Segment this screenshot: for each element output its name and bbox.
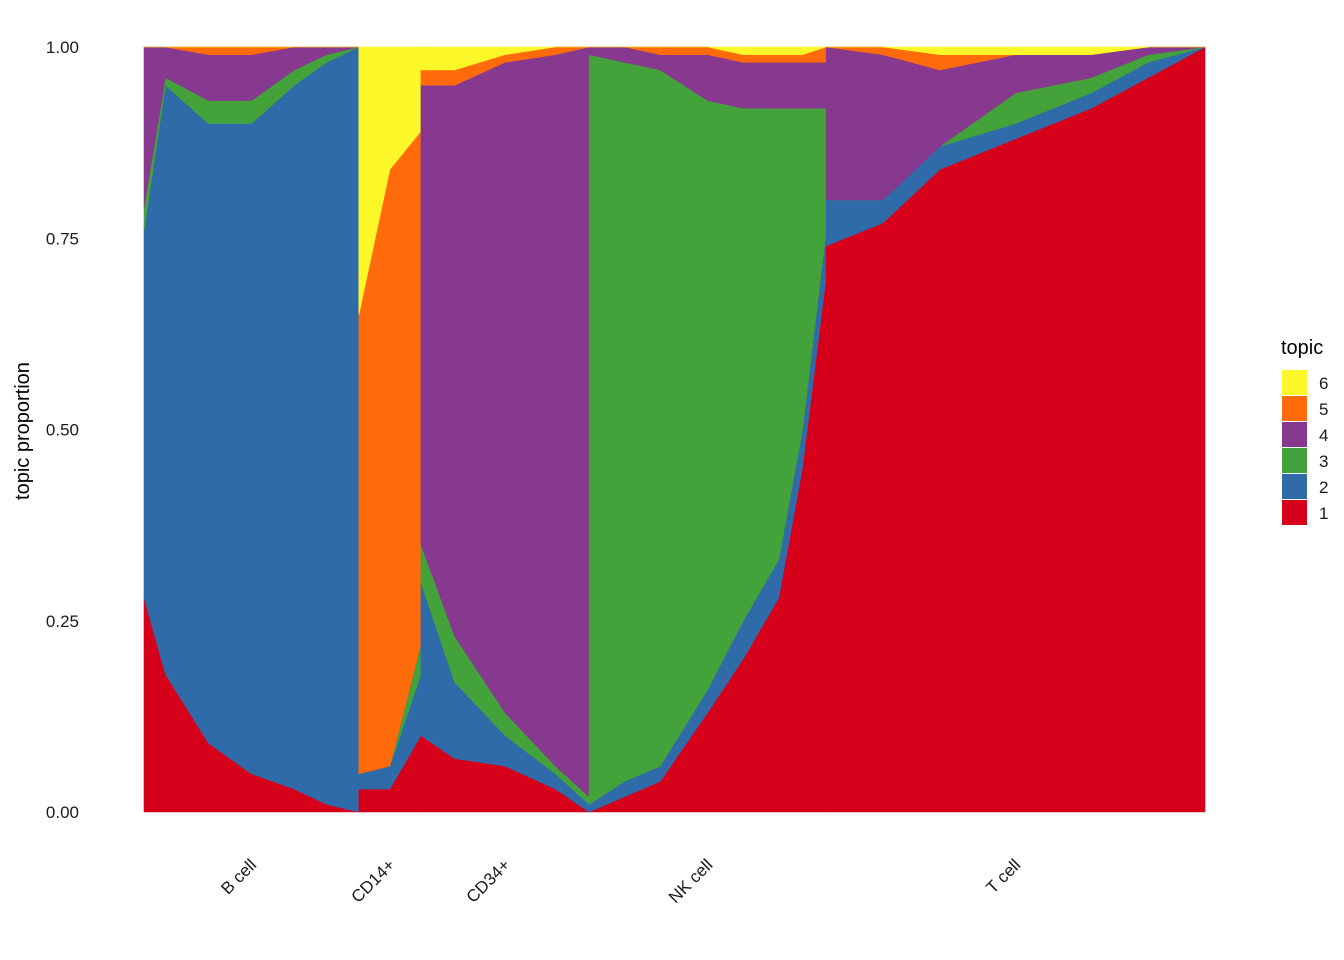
y-tick-label: 0.75 bbox=[46, 229, 79, 248]
legend-swatch-5 bbox=[1282, 396, 1307, 421]
plot-area bbox=[143, 46, 1206, 813]
legend-swatch-3 bbox=[1282, 448, 1307, 473]
group-cd14- bbox=[358, 46, 422, 813]
legend-title: topic bbox=[1281, 337, 1323, 359]
x-tick-label: CD14+ bbox=[348, 855, 399, 906]
x-tick-label: NK cell bbox=[665, 855, 717, 907]
y-axis: 0.00 0.25 0.50 0.75 1.00 bbox=[46, 38, 79, 822]
legend: topic 6 5 4 3 2 1 bbox=[1281, 337, 1328, 525]
legend-label: 2 bbox=[1319, 478, 1328, 497]
legend-label: 6 bbox=[1319, 374, 1328, 393]
group-b-cell bbox=[143, 46, 360, 813]
legend-swatch-1 bbox=[1282, 500, 1307, 525]
x-tick-label: T cell bbox=[982, 855, 1024, 897]
x-axis: B cell CD14+ CD34+ NK cell T cell bbox=[217, 855, 1024, 907]
group-nk-cell bbox=[588, 46, 827, 813]
legend-swatch-6 bbox=[1282, 370, 1307, 395]
y-axis-title: topic proportion bbox=[12, 362, 34, 500]
legend-label: 5 bbox=[1319, 400, 1328, 419]
x-tick-label: CD34+ bbox=[463, 855, 514, 906]
group-cd34- bbox=[420, 46, 591, 813]
x-tick-label: B cell bbox=[217, 855, 260, 898]
y-tick-label: 0.00 bbox=[46, 803, 79, 822]
legend-swatch-4 bbox=[1282, 422, 1307, 447]
topic-6-area bbox=[420, 46, 590, 71]
legend-label: 4 bbox=[1319, 426, 1328, 445]
y-tick-label: 1.00 bbox=[46, 38, 79, 57]
legend-swatch-2 bbox=[1282, 474, 1307, 499]
group-t-cell bbox=[825, 46, 1206, 813]
legend-label: 3 bbox=[1319, 452, 1328, 471]
topic-6-area bbox=[826, 46, 1205, 55]
legend-label: 1 bbox=[1319, 504, 1328, 523]
y-tick-label: 0.25 bbox=[46, 612, 79, 631]
y-tick-label: 0.50 bbox=[46, 421, 79, 440]
